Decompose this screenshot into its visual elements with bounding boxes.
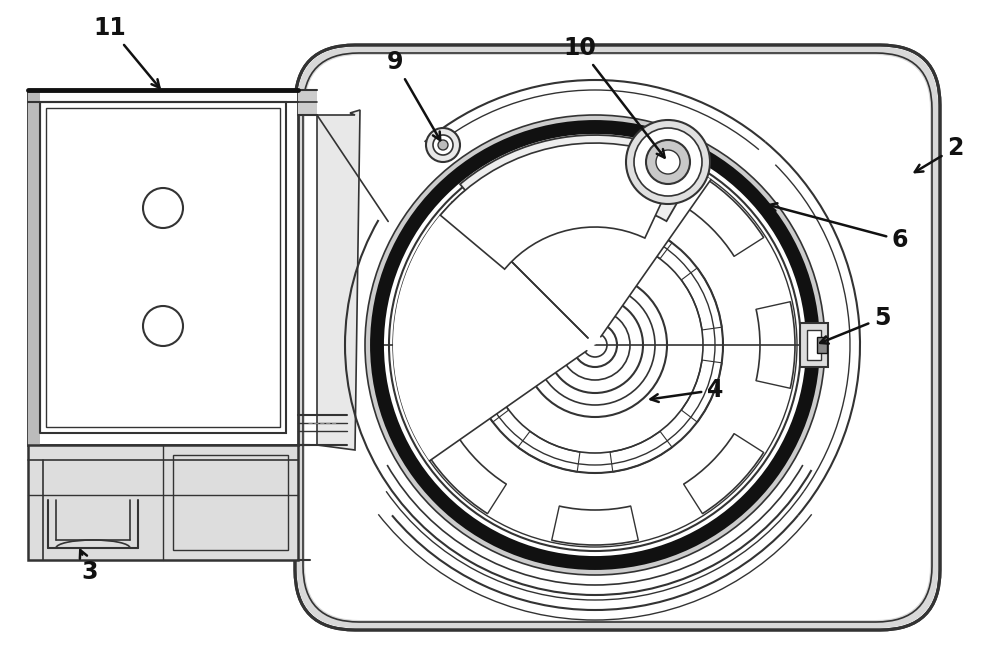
Text: 2: 2 [915, 136, 963, 172]
Circle shape [646, 140, 690, 184]
Circle shape [634, 128, 702, 196]
Circle shape [656, 150, 680, 174]
Wedge shape [393, 202, 595, 461]
Bar [28, 445, 298, 560]
Polygon shape [317, 110, 360, 450]
Bar [28, 90, 40, 445]
Text: 11: 11 [94, 16, 159, 88]
Bar [173, 455, 288, 550]
Circle shape [438, 140, 448, 150]
Circle shape [377, 127, 813, 563]
Bar [46, 108, 280, 427]
Bar [28, 90, 298, 445]
Bar [800, 323, 828, 367]
Circle shape [433, 135, 453, 155]
Bar [28, 90, 298, 102]
Bar [40, 102, 286, 433]
FancyBboxPatch shape [305, 55, 930, 620]
Bar [298, 90, 317, 115]
FancyBboxPatch shape [297, 47, 938, 628]
FancyBboxPatch shape [295, 45, 940, 630]
Polygon shape [440, 143, 680, 269]
Text: 6: 6 [769, 203, 908, 252]
Text: 4: 4 [651, 378, 723, 402]
Bar [817, 337, 827, 353]
Circle shape [626, 120, 710, 204]
Bar [28, 445, 298, 560]
Wedge shape [452, 143, 711, 345]
Polygon shape [460, 135, 700, 235]
Circle shape [426, 128, 460, 162]
Circle shape [365, 115, 825, 575]
Text: 9: 9 [387, 50, 440, 140]
Text: 3: 3 [80, 550, 98, 584]
Text: 10: 10 [564, 36, 665, 158]
Bar [807, 330, 821, 360]
Text: 5: 5 [820, 306, 890, 343]
